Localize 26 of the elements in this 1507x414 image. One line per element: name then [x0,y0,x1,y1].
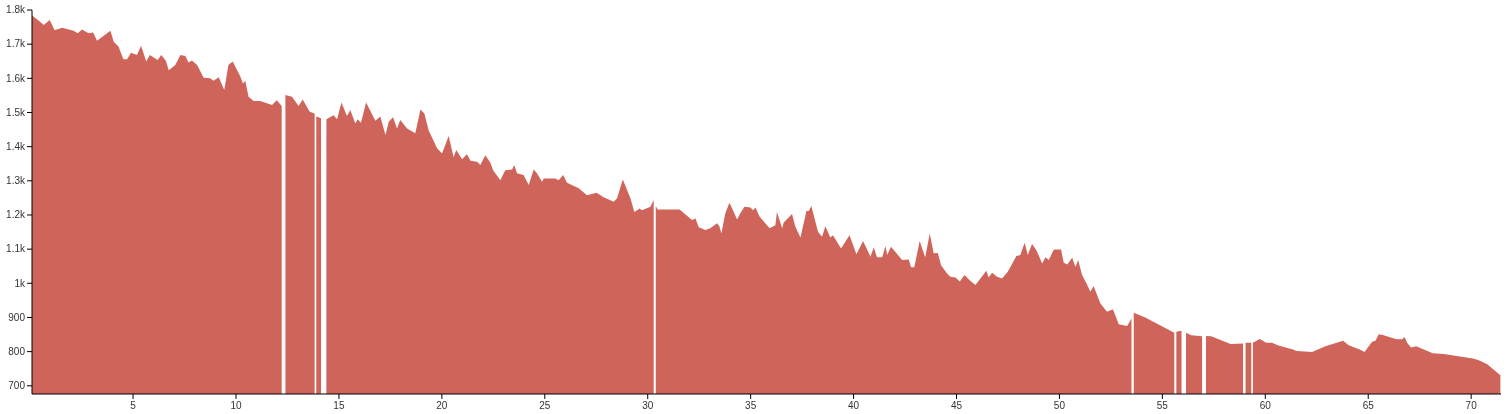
y-tick-label: 1.2k [6,209,26,221]
x-tick-label: 40 [848,400,860,411]
y-tick-label: 700 [8,380,26,391]
x-tick-label: 20 [436,400,448,411]
x-tick-label: 50 [1053,400,1066,411]
x-tick-label: 35 [745,400,757,411]
y-tick-label: 1k [14,277,26,289]
y-tick-label: 800 [8,345,26,357]
x-tick-label: 45 [950,400,963,411]
x-tick-label: 25 [539,400,551,411]
y-tick-label: 1.8k [6,4,26,16]
x-tick-label: 60 [1259,400,1272,411]
y-tick-label: 1.6k [6,72,26,84]
x-tick-label: 5 [130,400,137,411]
x-tick-label: 10 [230,400,242,411]
x-tick-label: 30 [642,400,654,411]
y-tick-label: 900 [8,311,26,323]
y-tick-label: 1.4k [6,140,26,152]
y-tick-label: 1.5k [6,106,26,118]
y-tick-label: 1.7k [6,38,26,50]
x-tick-label: 15 [333,400,345,411]
x-tick-label: 55 [1156,400,1169,411]
y-tick-label: 1.1k [6,243,26,255]
x-tick-label: 65 [1362,400,1375,411]
y-tick-label: 1.3k [6,175,26,187]
x-tick-label: 70 [1465,400,1478,411]
